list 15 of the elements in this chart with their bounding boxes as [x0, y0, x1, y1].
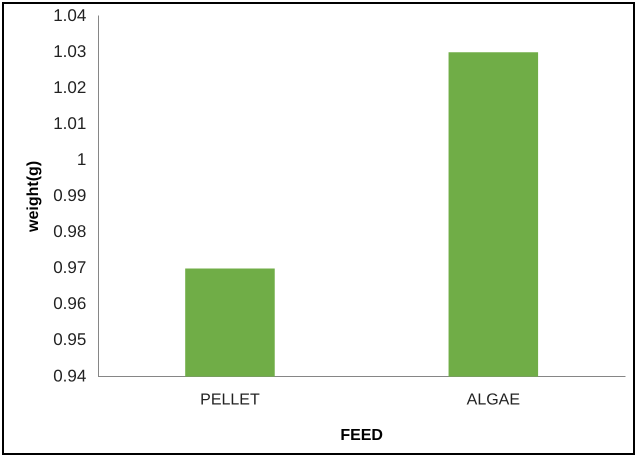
y-tick-label: 0.97 [53, 258, 86, 278]
y-tick-label: 0.95 [53, 330, 86, 350]
y-tick-label: 0.94 [53, 366, 86, 386]
y-tick-label: 0.98 [53, 222, 86, 242]
x-tick-label: PELLET [200, 392, 260, 409]
y-tick-label: 1 [76, 150, 86, 170]
y-tick-label: 1.01 [53, 114, 86, 134]
y-tick-label: 0.96 [53, 294, 86, 314]
y-tick-label: 0.99 [53, 186, 86, 206]
x-tick-label: ALGAE [466, 392, 520, 409]
y-axis-title: weight(g) [25, 160, 42, 233]
x-axis-title: FEED [340, 426, 383, 444]
y-tick-label: 1.02 [53, 78, 86, 97]
y-tick-label: 1.03 [53, 42, 86, 61]
y-tick-label: 1.04 [53, 6, 86, 25]
